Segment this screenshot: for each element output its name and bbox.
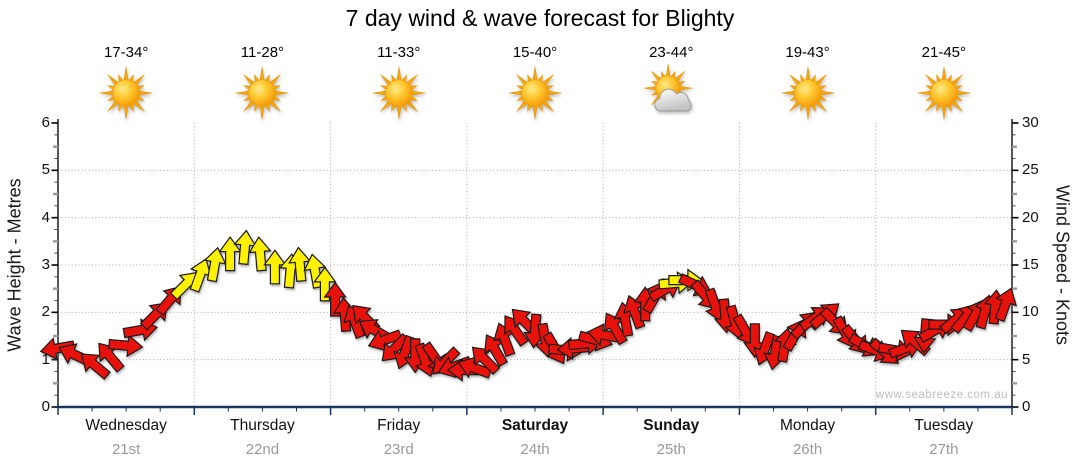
day-name: Tuesday [914, 417, 974, 434]
day-date: 25th [656, 441, 686, 458]
sunny-icon [370, 64, 428, 122]
right-axis-title: Wind Speed - Knots [1052, 184, 1073, 346]
right-axis-tick-label: 15 [1022, 256, 1039, 273]
sunny-icon [779, 64, 837, 122]
partly-cloudy-icon [642, 64, 700, 122]
day-temp: 17-34° [103, 44, 149, 61]
right-axis-tick-label: 20 [1022, 208, 1039, 226]
day-temp: 11-33° [377, 44, 421, 61]
watermark: www.seabreeze.com.au [875, 389, 1008, 401]
sunny-icon [97, 64, 155, 122]
left-axis-title: Wave Height - Metres [4, 178, 25, 352]
sunny-icon [233, 64, 291, 122]
day-date: 22nd [245, 441, 280, 458]
day-name: Sunday [643, 417, 700, 434]
left-axis-tick-label: 0 [41, 398, 50, 415]
sunny-icon [915, 64, 973, 122]
left-axis-tick-label: 4 [41, 208, 50, 226]
day-name: Friday [377, 417, 421, 434]
left-axis-tick-label: 6 [41, 114, 50, 131]
day-name: Thursday [230, 417, 295, 434]
right-axis-tick-label: 25 [1022, 161, 1039, 179]
right-axis-tick-label: 30 [1022, 114, 1039, 131]
day-temp: 15-40° [512, 44, 558, 61]
right-axis-tick-label: 5 [1022, 350, 1031, 368]
day-temp: 21-45° [921, 44, 967, 61]
left-axis-tick-label: 5 [41, 161, 50, 179]
day-temp: 11-28° [240, 44, 285, 61]
day-date: 26th [792, 441, 823, 458]
left-axis-tick-label: 3 [41, 256, 50, 273]
chart-title: 7 day wind & wave forecast for Blighty [345, 5, 735, 31]
day-name: Wednesday [85, 417, 167, 434]
left-axis-tick-label: 1 [41, 350, 50, 368]
sunny-icon [506, 64, 564, 122]
day-date: 21st [111, 441, 141, 458]
day-date: 24th [520, 441, 550, 458]
day-date: 27th [929, 441, 959, 458]
day-name: Saturday [501, 417, 569, 434]
day-temp: 23-44° [649, 44, 694, 61]
day-date: 23rd [383, 441, 414, 458]
right-axis-tick-label: 0 [1022, 398, 1031, 415]
day-temp: 19-43° [785, 44, 830, 61]
left-axis-tick-label: 2 [41, 303, 50, 321]
day-name: Monday [779, 417, 836, 434]
right-axis-tick-label: 10 [1022, 303, 1039, 321]
